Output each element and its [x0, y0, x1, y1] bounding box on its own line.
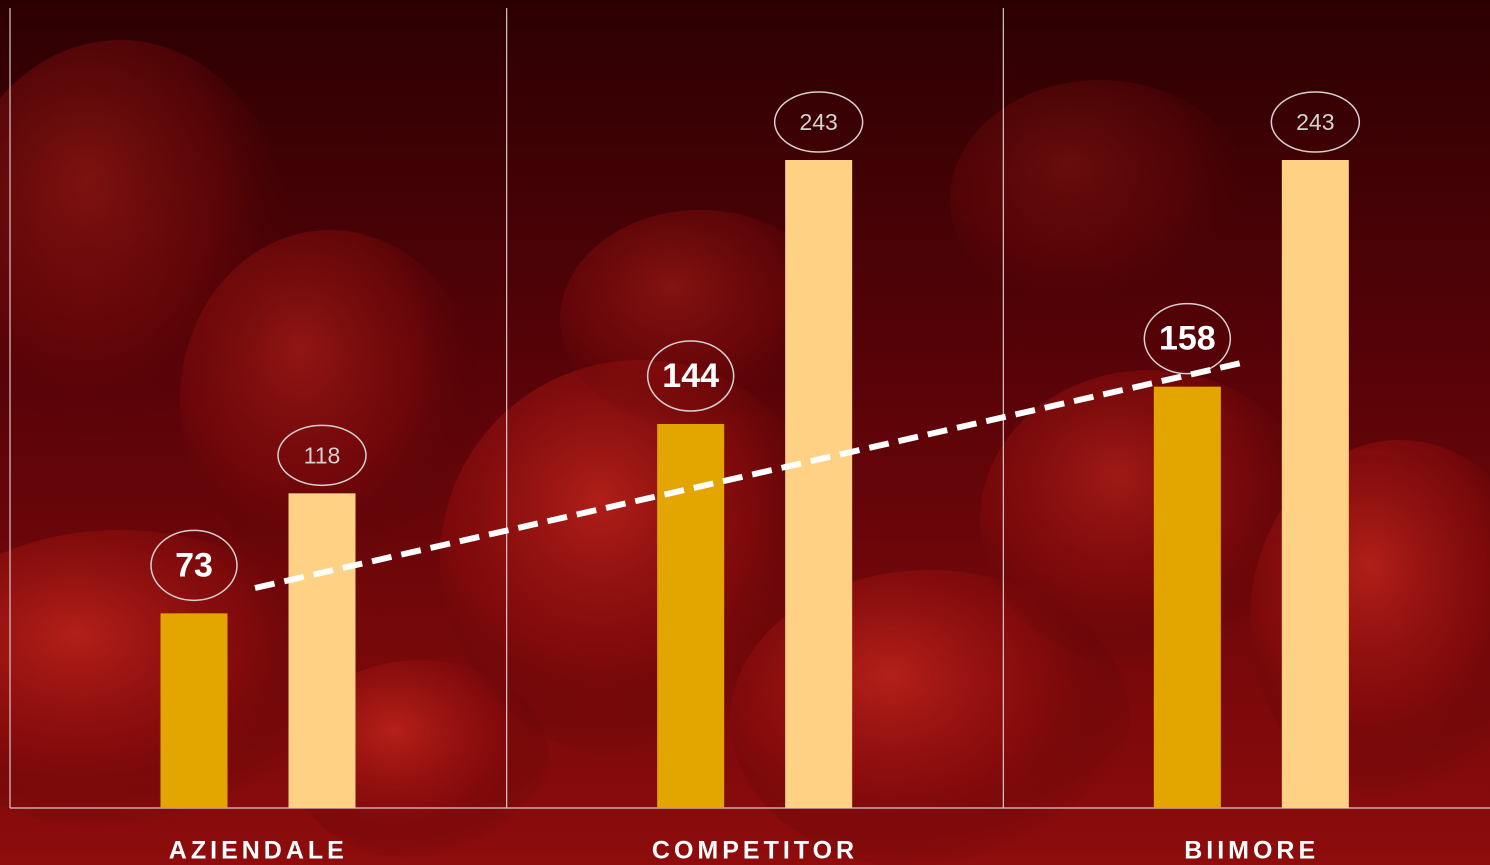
page: 73 144 158 118 243 243 AZIENDALE COMPETITOR BIIM… — [0, 0, 1490, 865]
value-label: 243 — [1296, 109, 1334, 135]
chart: 73 144 158 118 243 243 AZIENDALE COMPETITOR BIIM… — [0, 0, 1490, 865]
x-tick-label: AZIENDALE — [169, 837, 348, 865]
x-tick-label: COMPETITOR — [652, 837, 858, 865]
value-label: 73 — [175, 546, 213, 584]
value-label: 158 — [1159, 320, 1216, 358]
x-tick-label: BIIMORE — [1184, 837, 1319, 865]
bar — [161, 613, 228, 808]
bar — [289, 493, 356, 808]
bar — [657, 424, 724, 808]
value-label: 118 — [304, 442, 341, 468]
bar — [1154, 387, 1221, 808]
value-label: 144 — [662, 357, 719, 395]
value-label: 243 — [799, 109, 837, 135]
bar — [785, 160, 852, 808]
bar — [1282, 160, 1349, 808]
